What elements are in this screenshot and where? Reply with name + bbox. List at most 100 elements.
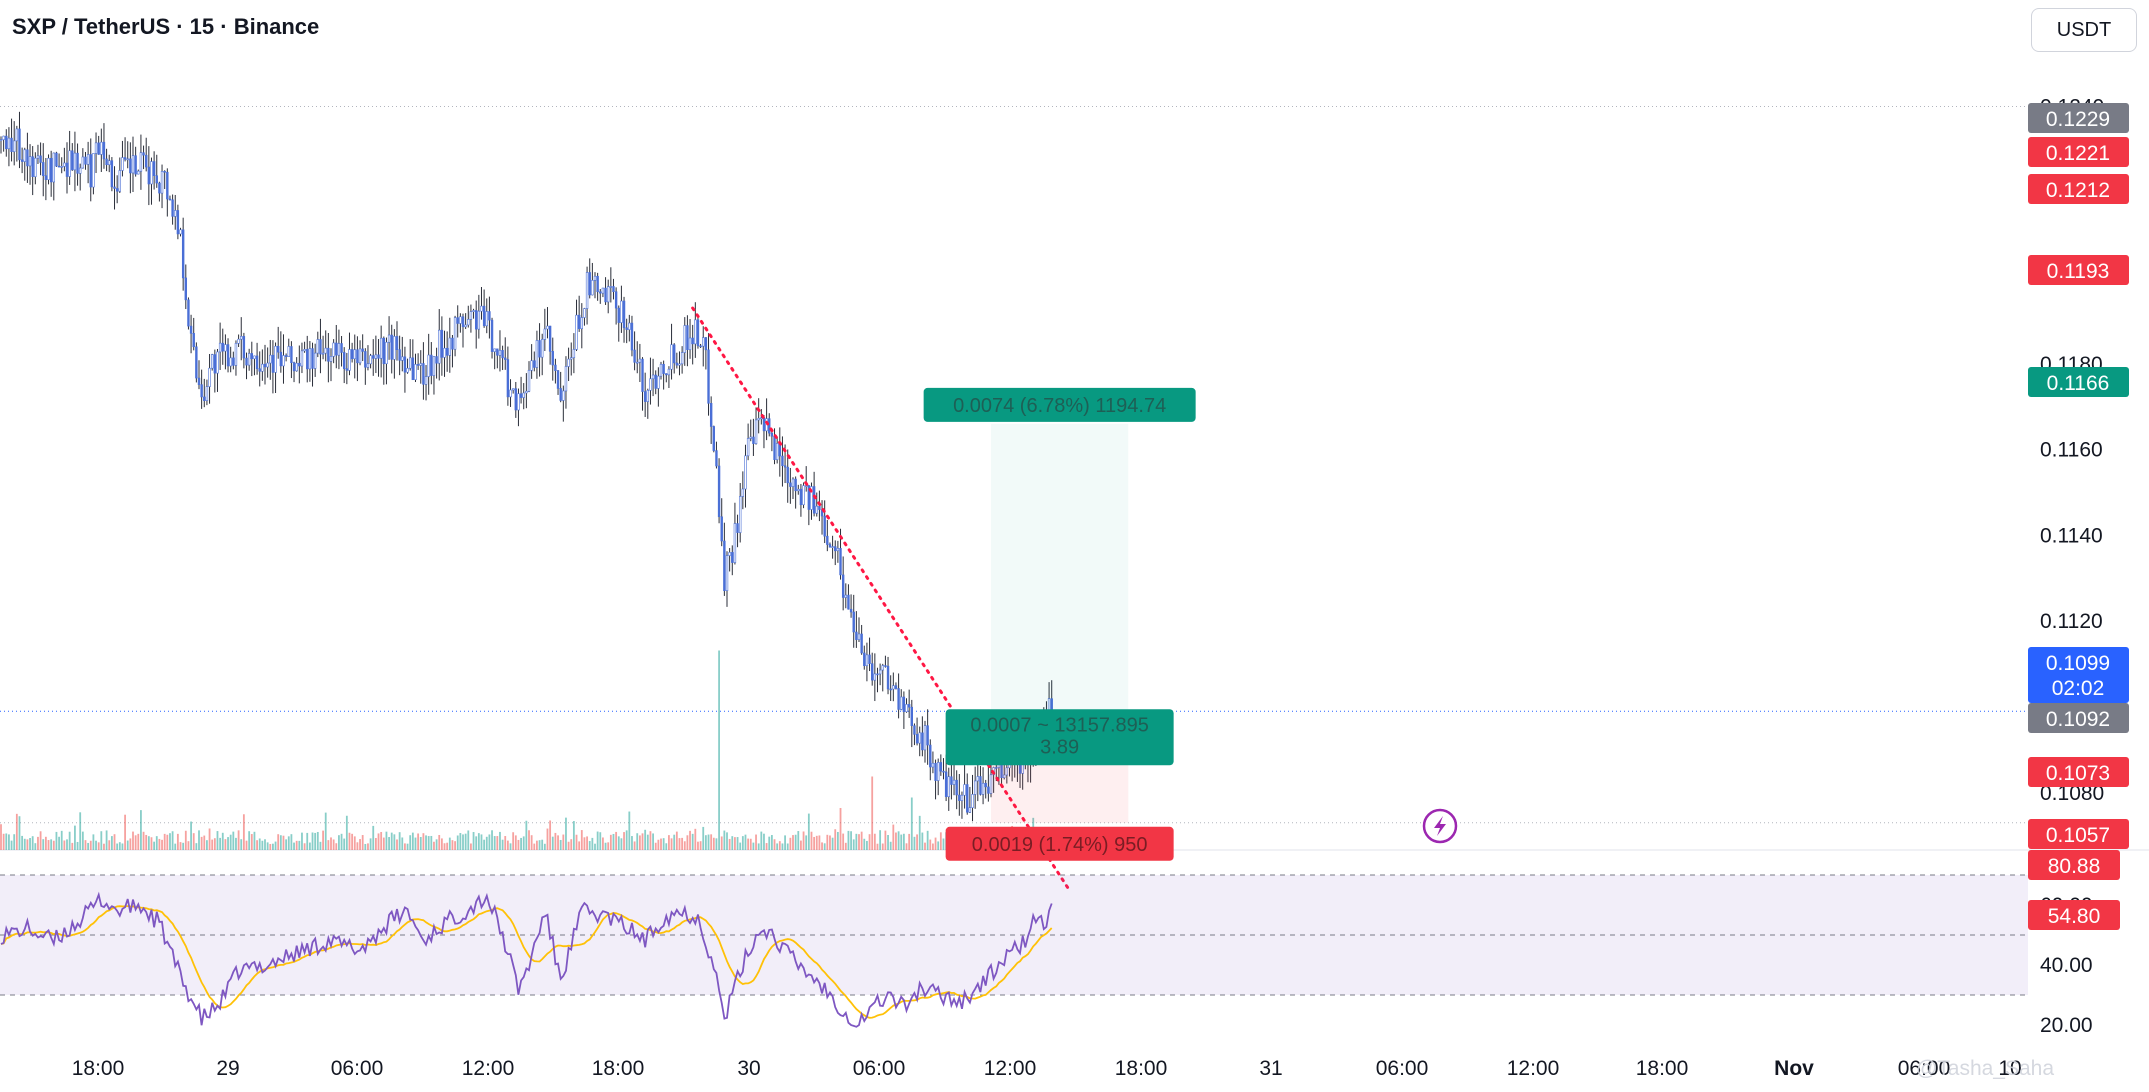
volume-bar (823, 843, 826, 850)
volume-bar (396, 839, 398, 850)
rsi-ma-line (0, 905, 1053, 1019)
x-tick-label: 30 (737, 1057, 760, 1080)
candle-body (551, 351, 554, 366)
volume-bar (528, 830, 530, 850)
volume-bar (44, 836, 47, 850)
volume-bar (470, 843, 472, 850)
volume-bar (398, 832, 401, 850)
candle-body (10, 137, 13, 152)
x-tick-label: 18:00 (1115, 1057, 1168, 1080)
candle-body (921, 732, 924, 751)
candle-body (931, 762, 935, 768)
volume-bar (401, 837, 404, 850)
volume-bar (776, 843, 779, 850)
volume-bar (454, 841, 456, 850)
volume-bar (800, 840, 802, 850)
candles (0, 111, 1053, 822)
volume-bar (718, 650, 720, 850)
candle-body (208, 367, 211, 387)
candle-body (269, 354, 272, 364)
candle-body (374, 354, 378, 359)
volume-bar (18, 816, 21, 850)
volume-bar (926, 830, 929, 850)
candle-body (606, 286, 610, 303)
volume-bar (343, 838, 346, 850)
candle-body (826, 535, 829, 545)
candle-body (575, 314, 578, 350)
volume-bar (699, 841, 702, 850)
x-tick-label: 29 (216, 1057, 239, 1080)
volume-bar (871, 776, 874, 850)
candle-body (622, 300, 626, 329)
candle-body (723, 540, 726, 592)
candle-body (89, 154, 92, 188)
volume-bar (253, 831, 256, 850)
price-tag-label: 0.1057 (2046, 824, 2110, 847)
volume-bar (810, 831, 813, 850)
volume-bar (644, 829, 647, 850)
volume-bar (760, 831, 763, 850)
price-tag (2028, 367, 2129, 397)
volume-bar (417, 833, 420, 850)
candle-body (543, 328, 547, 340)
candle-body (284, 355, 288, 357)
candle-body (894, 685, 898, 689)
candle-body (646, 390, 650, 402)
candle-body (65, 162, 69, 177)
position-target-zone (991, 423, 1129, 742)
candle-body (142, 152, 145, 156)
candle-body (287, 346, 290, 357)
candle-body (731, 552, 734, 563)
candle-body (641, 358, 644, 392)
volume-bar (55, 831, 58, 850)
volume-bar (939, 832, 942, 850)
volume-bar (385, 831, 388, 850)
volume-bar (380, 831, 383, 850)
volume-bar (565, 817, 567, 850)
candle-body (519, 393, 523, 398)
candle-body (308, 348, 312, 370)
rsi-tag-label: 54.80 (2048, 905, 2101, 928)
candle-body (836, 548, 840, 552)
candle-body (108, 160, 111, 166)
price-tag (2028, 103, 2129, 133)
candle-body (709, 403, 713, 427)
candle-body (422, 363, 425, 385)
volume-bar (866, 840, 868, 850)
volume-bar (39, 831, 42, 850)
volume-bar (536, 840, 538, 850)
candle-body (878, 669, 882, 675)
volume-bar (842, 833, 845, 850)
volume-bar (559, 839, 562, 850)
volume-bar (472, 832, 475, 850)
volume-bar (13, 834, 16, 850)
volume-bar (591, 837, 594, 850)
volume-bar (530, 835, 533, 850)
currency-unit-button[interactable]: USDT (2031, 8, 2137, 52)
candle-body (509, 389, 512, 398)
candle-body (868, 654, 871, 664)
volume-bar (63, 840, 66, 850)
candle-body (707, 349, 710, 404)
candle-body (401, 356, 404, 361)
candle-body (390, 334, 393, 360)
candle-body (160, 171, 164, 194)
candle-body (179, 229, 182, 235)
volume-bar (477, 833, 480, 850)
volume-bar (274, 841, 277, 850)
candle-body (960, 794, 964, 801)
volume-bar (646, 834, 649, 850)
candle-body (226, 344, 230, 367)
candle-body (720, 516, 723, 542)
volume-bar (570, 839, 573, 850)
candle-body (929, 744, 932, 768)
volume-bar (675, 831, 678, 850)
volume-bar (504, 836, 507, 850)
candle-body (448, 337, 451, 356)
candle-body (7, 137, 11, 150)
x-tick-label: Nov (1774, 1057, 1814, 1080)
candle-body (865, 654, 869, 667)
volume-bar (609, 834, 612, 850)
volume-bar (293, 842, 295, 850)
